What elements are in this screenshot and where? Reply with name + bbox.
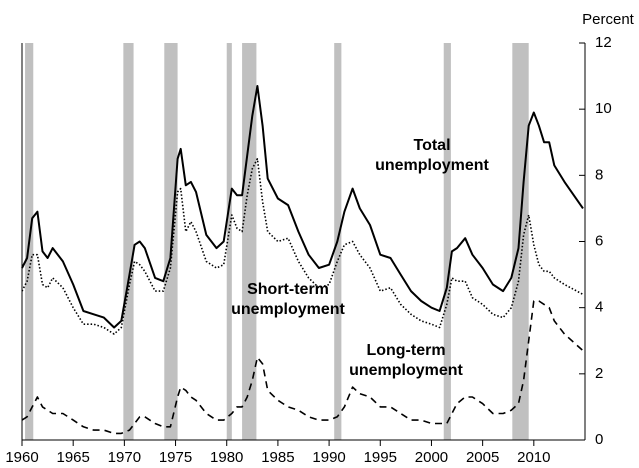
y-tick-label: 8 <box>595 166 603 183</box>
series-line <box>21 300 584 435</box>
y-tick-label: 4 <box>595 299 603 316</box>
x-tick-label: 1980 <box>210 449 243 466</box>
y-tick-label: 2 <box>595 365 603 382</box>
recession-band <box>242 43 257 440</box>
y-tick-label: 6 <box>595 232 603 249</box>
x-tick-label: 1995 <box>364 449 397 466</box>
annotation: unemployment <box>231 301 345 318</box>
x-tick-label: 2010 <box>517 449 550 466</box>
series-line <box>21 85 584 329</box>
recession-band <box>226 43 232 440</box>
y-tick-label: 10 <box>595 100 612 117</box>
x-tick-label: 1970 <box>108 449 141 466</box>
x-tick-label: 2005 <box>466 449 499 466</box>
x-tick-label: 1960 <box>5 449 38 466</box>
x-tick-label: 1985 <box>261 449 294 466</box>
recession-band <box>512 43 529 440</box>
series-line <box>21 158 584 335</box>
y-tick-label: 12 <box>595 34 612 51</box>
x-tick-label: 1975 <box>159 449 192 466</box>
recession-band <box>443 43 451 440</box>
recession-band <box>123 43 134 440</box>
annotation: unemployment <box>349 362 463 379</box>
y-axis-label: Percent <box>582 11 635 28</box>
annotation: Long-term <box>366 342 445 359</box>
x-tick-label: 2000 <box>415 449 448 466</box>
annotation: Short-term <box>247 281 329 298</box>
x-tick-label: 1990 <box>312 449 345 466</box>
y-tick-label: 0 <box>595 431 603 448</box>
x-tick-label: 1965 <box>56 449 89 466</box>
annotation: unemployment <box>375 157 489 174</box>
annotation: Total <box>413 137 450 154</box>
